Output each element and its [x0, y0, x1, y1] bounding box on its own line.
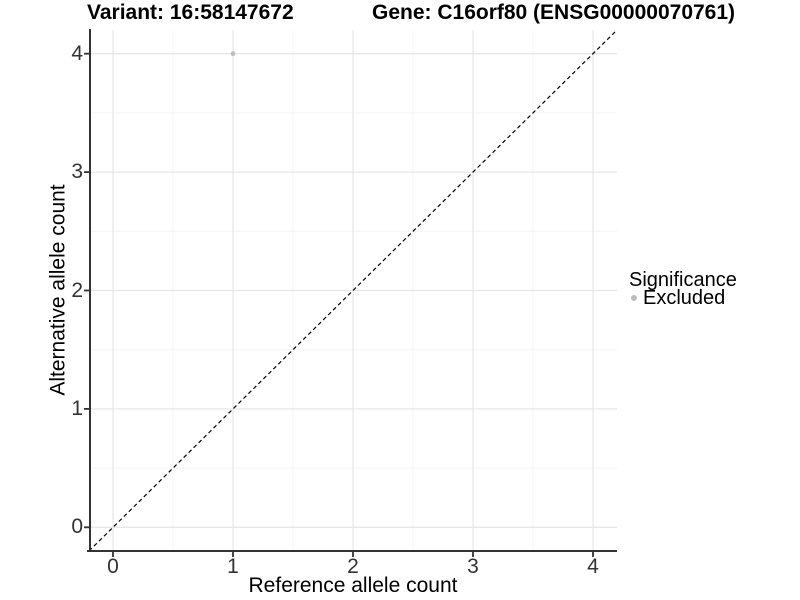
data-point	[230, 51, 236, 57]
plot-title-gene: Gene: C16orf80 (ENSG00000070761)	[372, 1, 736, 24]
y-tick-label: 3	[71, 160, 83, 184]
legend-point-swatch-icon	[631, 295, 637, 301]
legend: Significance Excluded	[629, 269, 737, 309]
y-tick-label: 4	[71, 41, 83, 65]
identity-line	[88, 29, 618, 552]
legend-title: Significance	[629, 269, 737, 291]
y-tick-label: 1	[71, 396, 83, 420]
x-axis-title: Reference allele count	[248, 574, 458, 597]
y-tick-label: 0	[71, 515, 83, 539]
plot-title-variant: Variant: 16:58147672	[87, 1, 294, 24]
legend-item-excluded: Excluded	[629, 287, 737, 309]
y-tick-label: 2	[71, 278, 83, 302]
x-tick-label: 2	[347, 555, 359, 578]
y-axis-title: Alternative allele count	[46, 184, 70, 396]
x-tick-label: 0	[107, 555, 119, 578]
x-tick-label: 1	[227, 555, 239, 578]
x-tick-label: 4	[587, 555, 599, 578]
legend-item-label: Excluded	[643, 287, 726, 309]
x-tick-label: 3	[467, 555, 479, 578]
